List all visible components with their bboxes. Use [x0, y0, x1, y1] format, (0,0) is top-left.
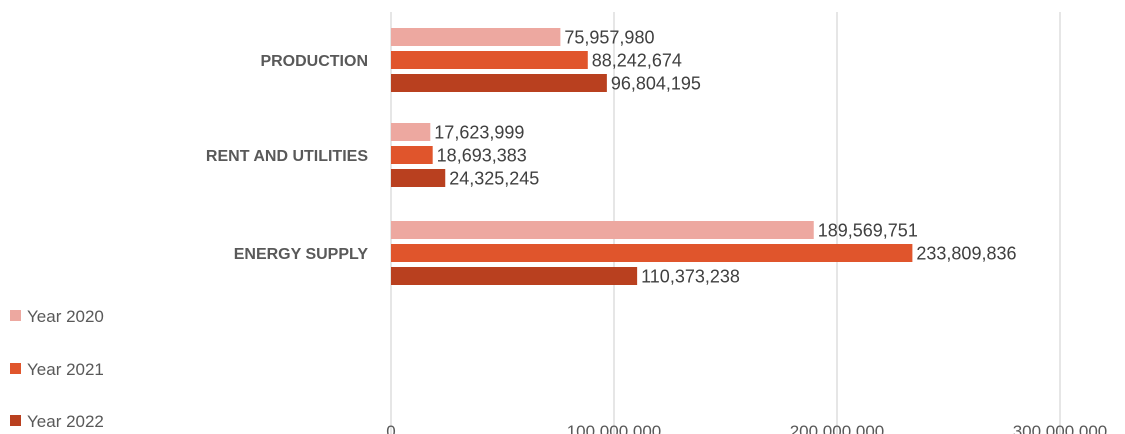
- bar: [391, 221, 814, 239]
- legend-swatch: [10, 415, 21, 426]
- x-tick-label: 300 000 000: [1013, 422, 1108, 434]
- category-labels: PRODUCTION RENT AND UTILITIES ENERGY SUPPL…: [206, 53, 368, 263]
- x-tick-label: 200 000 000: [790, 422, 885, 434]
- data-label: 233,809,836: [916, 244, 1016, 264]
- x-tick-label: 0: [386, 422, 395, 434]
- legend-label: Year 2022: [27, 412, 104, 431]
- data-label: 110,373,238: [641, 267, 740, 287]
- bar: [391, 169, 446, 187]
- legend-label: Year 2020: [27, 307, 104, 326]
- bar: [391, 74, 607, 92]
- x-axis-tick-labels: 0 100 000 000 200 000 000 300 000 000: [386, 422, 1107, 434]
- legend-swatch: [10, 363, 21, 374]
- bar: [391, 244, 913, 262]
- bar: [391, 146, 433, 164]
- bar: [391, 123, 431, 141]
- data-label: 18,693,383: [437, 146, 527, 166]
- x-tick-label: 100 000 000: [567, 422, 662, 434]
- data-label: 189,569,751: [818, 221, 918, 241]
- data-label: 88,242,674: [592, 51, 682, 71]
- legend-swatch: [10, 310, 21, 321]
- category-label: RENT AND UTILITIES: [206, 148, 368, 165]
- category-label: ENERGY SUPPLY: [234, 246, 369, 263]
- legend-label: Year 2021: [27, 360, 104, 379]
- bar: [391, 51, 588, 69]
- data-label: 17,623,999: [434, 123, 524, 143]
- bar: [391, 267, 638, 285]
- category-label: PRODUCTION: [260, 53, 368, 70]
- legend: Year 2020 Year 2021 Year 2022: [10, 307, 104, 431]
- bars: 75,957,980 88,242,674 96,804,195 17,623,999…: [391, 28, 1017, 287]
- data-label: 96,804,195: [611, 74, 701, 94]
- data-label: 24,325,245: [449, 169, 539, 189]
- data-label: 75,957,980: [564, 28, 654, 48]
- bar: [391, 28, 561, 46]
